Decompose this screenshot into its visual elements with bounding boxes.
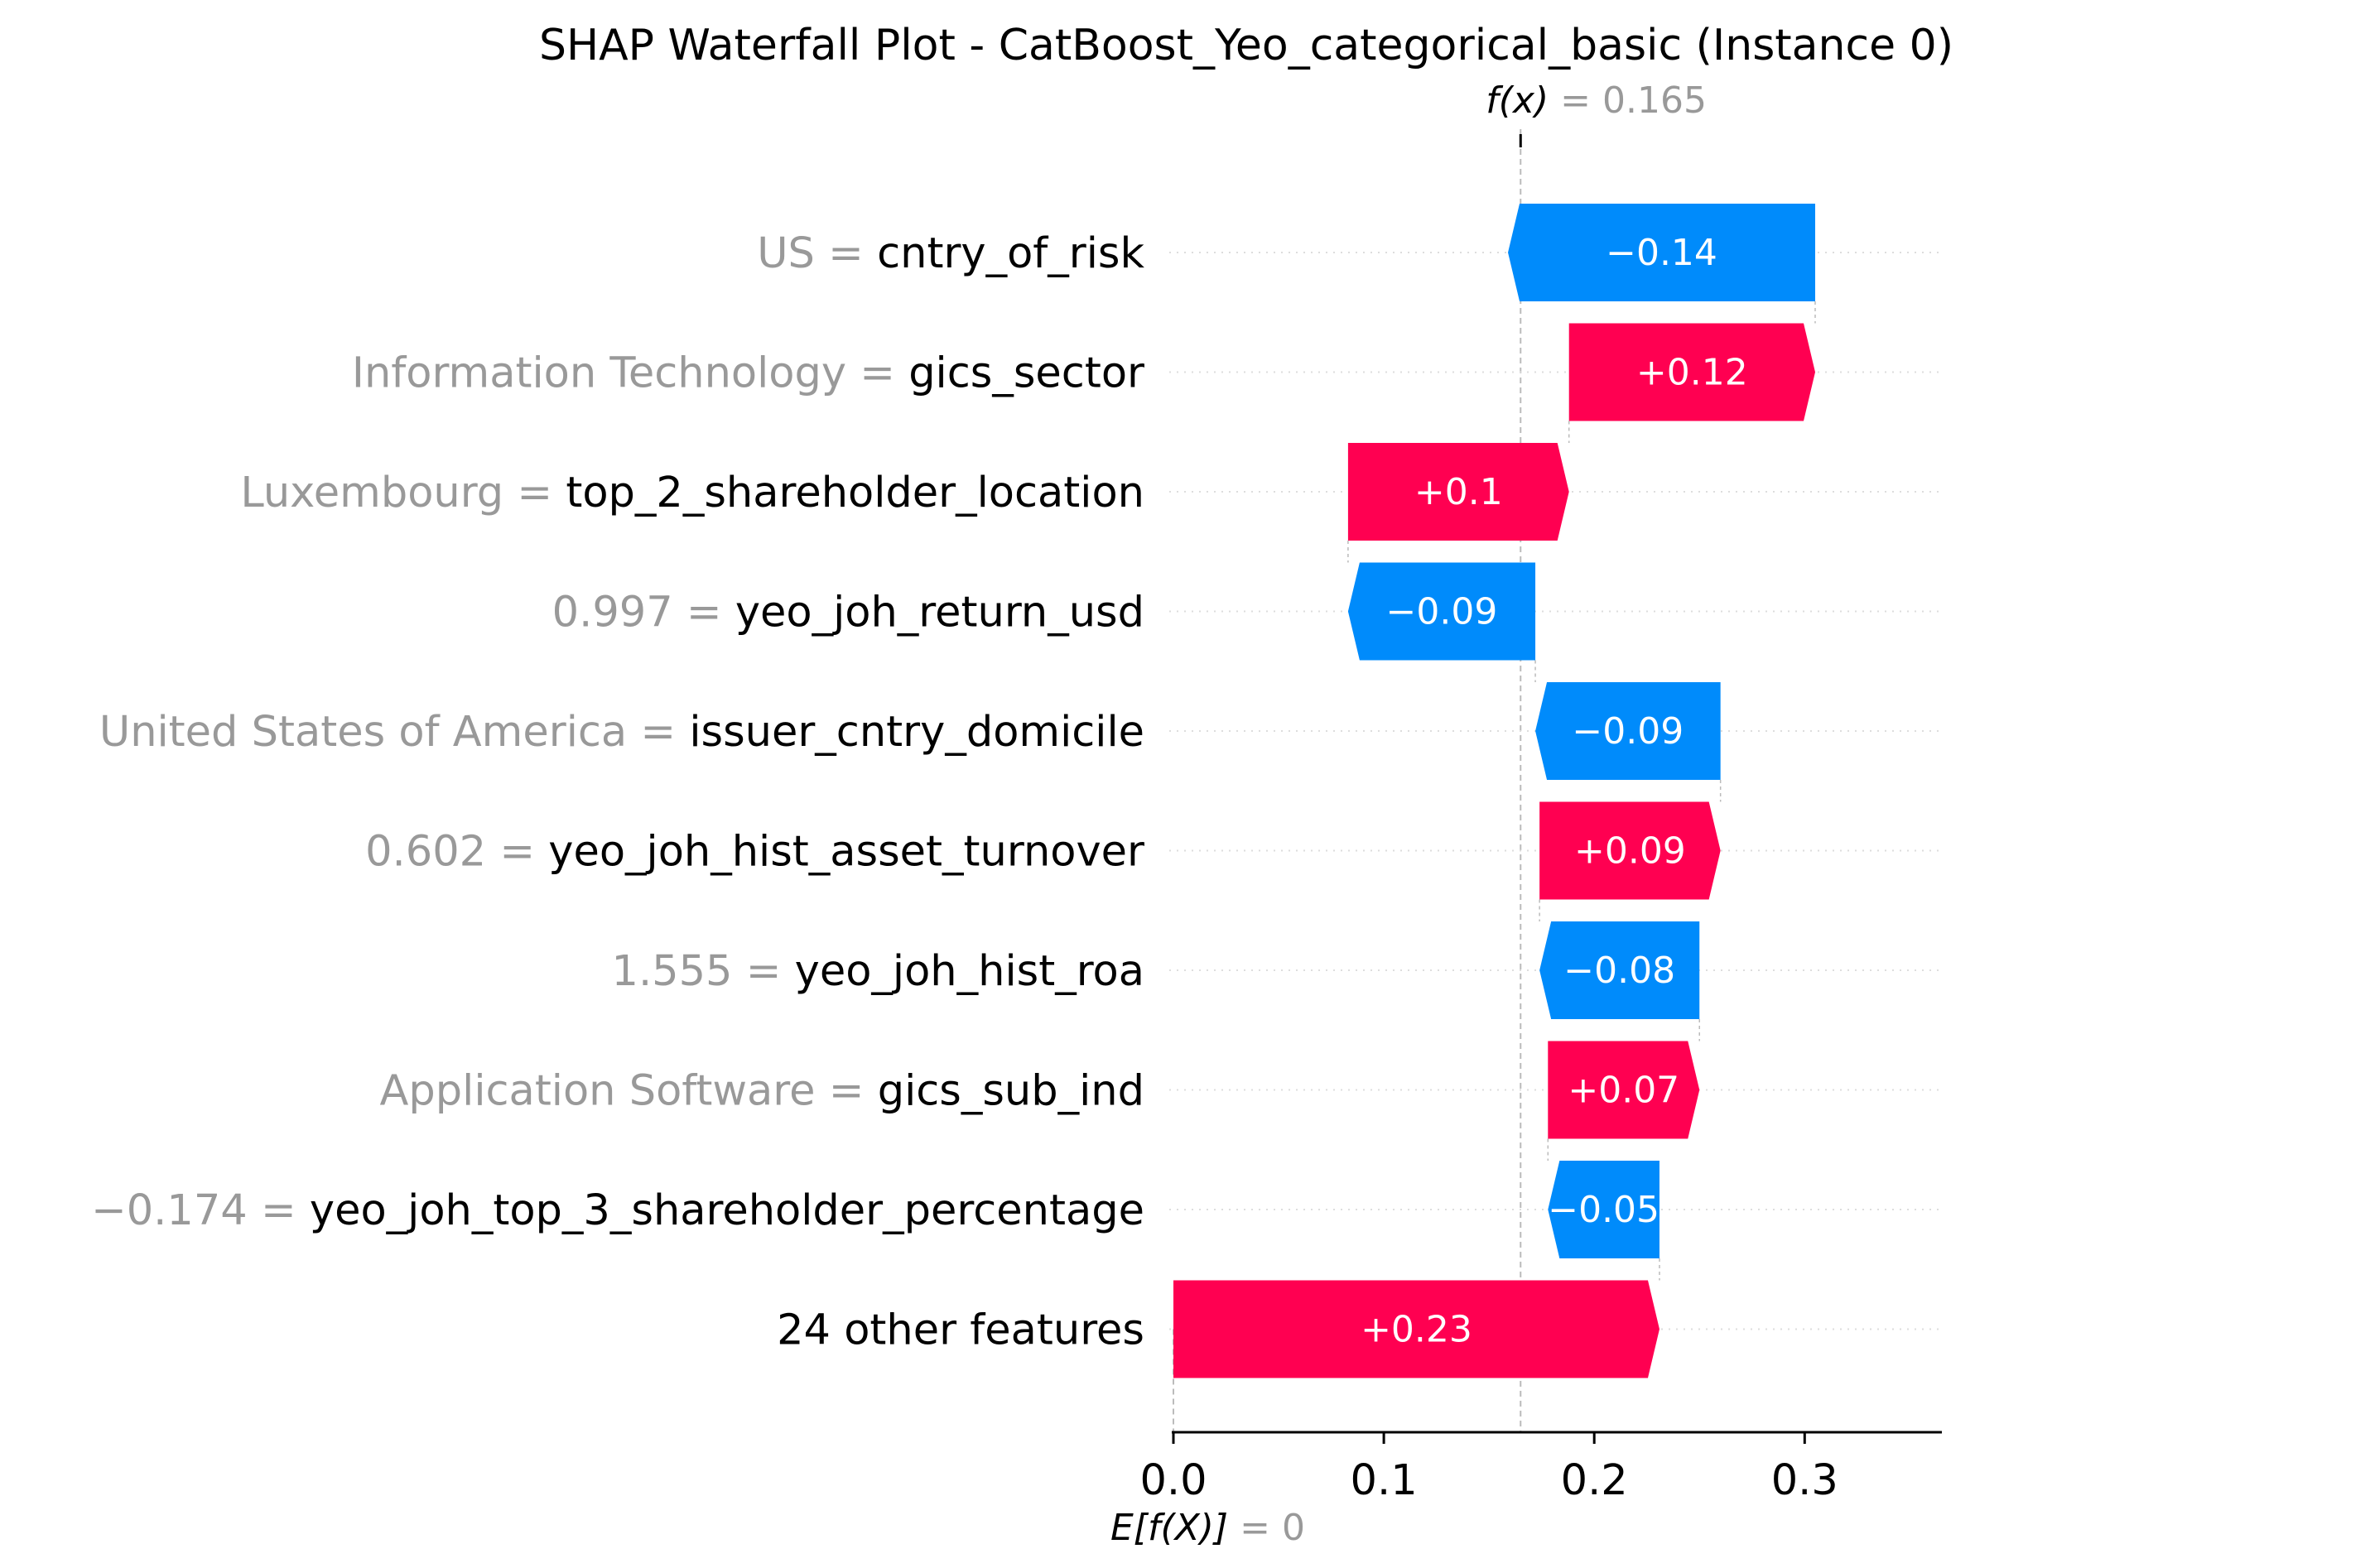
bar-value-label: −0.14: [1606, 232, 1717, 274]
base-label: E[f(X)]: [1110, 1507, 1228, 1549]
fx-label: f(x): [1486, 79, 1549, 122]
feature-value: 0.602: [365, 828, 486, 877]
positive-shap-bar: [1548, 1041, 1700, 1139]
bars-layer: [1173, 204, 1816, 1378]
feature-name: top_2_shareholder_location: [566, 469, 1144, 517]
base-value: 0: [1282, 1507, 1305, 1549]
positive-shap-bar: [1568, 323, 1816, 421]
feature-label: United States of America = issuer_cntry_…: [99, 708, 1144, 757]
feature-value: United States of America: [99, 708, 627, 757]
x-tick-label: 0.0: [1139, 1456, 1207, 1505]
negative-shap-bar: [1508, 204, 1816, 301]
feature-name: issuer_cntry_domicile: [689, 708, 1144, 757]
bar-value-label: −0.08: [1563, 950, 1675, 992]
positive-shap-bar: [1347, 443, 1569, 541]
x-tick-label: 0.3: [1771, 1456, 1838, 1505]
base-annotation: E[f(X)] = 0: [1110, 1507, 1305, 1549]
feature-label: Information Technology = gics_sector: [352, 349, 1144, 398]
feature-value: −0.174: [91, 1186, 248, 1235]
negative-shap-bar: [1347, 562, 1536, 661]
positive-shap-bar: [1173, 1280, 1659, 1378]
feature-label: 0.602 = yeo_joh_hist_asset_turnover: [365, 828, 1144, 877]
grid-layer: [1169, 129, 1942, 1432]
bar-value-label: +0.09: [1574, 830, 1686, 873]
feature-label: Application Software = gics_sub_ind: [380, 1067, 1144, 1116]
x-tick-label: 0.2: [1561, 1456, 1628, 1505]
bar-value-label: −0.09: [1572, 710, 1684, 753]
negative-shap-bar: [1539, 921, 1700, 1019]
feature-label: 24 other features: [777, 1306, 1144, 1355]
feature-label: Luxembourg = top_2_shareholder_location: [240, 469, 1144, 517]
feature-name: yeo_joh_hist_roa: [795, 947, 1144, 996]
feature-value: 1.555: [612, 947, 733, 996]
fx-value: 0.165: [1602, 79, 1707, 122]
feature-value: US: [757, 229, 815, 278]
x-tick-label: 0.1: [1351, 1456, 1418, 1505]
annotations: f(x) = 0.165 E[f(X)] = 0: [1110, 79, 1707, 1549]
chart-title: SHAP Waterfall Plot - CatBoost_Yeo_categ…: [539, 21, 1953, 70]
feature-value: Information Technology: [352, 349, 846, 398]
feature-name: gics_sector: [908, 349, 1144, 398]
feature-name: gics_sub_ind: [878, 1067, 1144, 1116]
feature-value: 0.997: [552, 589, 673, 637]
x-axis: 0.0 0.1 0.2 0.3: [1139, 1431, 1942, 1505]
feature-name: cntry_of_risk: [877, 229, 1144, 278]
bar-value-label: +0.12: [1636, 352, 1748, 394]
feature-label: −0.174 = yeo_joh_top_3_shareholder_perce…: [91, 1186, 1144, 1235]
negative-shap-bar: [1548, 1161, 1659, 1258]
positive-shap-bar: [1539, 801, 1721, 900]
negative-shap-bar: [1535, 682, 1721, 780]
fx-annotation: f(x) = 0.165: [1486, 79, 1707, 122]
feature-name: yeo_joh_top_3_shareholder_percentage: [310, 1186, 1144, 1235]
feature-label: 1.555 = yeo_joh_hist_roa: [612, 947, 1145, 996]
bar-value-label: −0.09: [1386, 591, 1498, 633]
labels-layer: −0.14 US = cntry_of_risk +0.12 Information …: [91, 229, 1748, 1355]
bar-value-label: +0.1: [1414, 471, 1503, 513]
feature-label: US = cntry_of_risk: [757, 229, 1144, 278]
feature-value: Luxembourg: [240, 469, 503, 517]
feature-value: Application Software: [380, 1067, 816, 1116]
bar-value-label: −0.05: [1548, 1189, 1659, 1231]
bar-value-label: +0.23: [1361, 1309, 1472, 1351]
feature-name: yeo_joh_return_usd: [735, 589, 1144, 637]
feature-name: yeo_joh_hist_asset_turnover: [548, 828, 1144, 877]
feature-label: 0.997 = yeo_joh_return_usd: [552, 589, 1144, 637]
bar-value-label: +0.07: [1568, 1070, 1679, 1112]
feature-name: 24 other features: [777, 1306, 1144, 1355]
